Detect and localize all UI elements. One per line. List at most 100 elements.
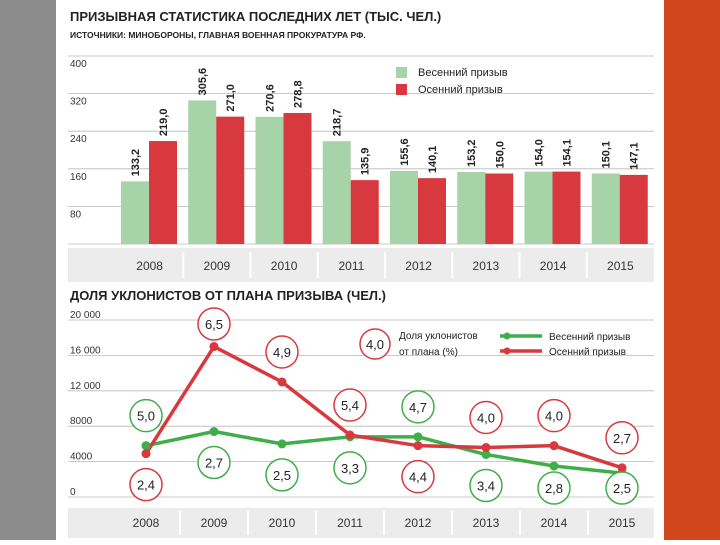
legend-swatch-spring (396, 67, 407, 78)
share-circle-autumn (129, 467, 163, 502)
bar-label-autumn: 135,9 (360, 148, 372, 176)
point-spring (549, 461, 559, 471)
point-spring (209, 427, 219, 437)
bar-spring (457, 171, 486, 244)
bar-x-tick-label: 2013 (473, 259, 500, 273)
bar-x-tick-label: 2010 (271, 259, 298, 273)
bar-y-tick-label: 320 (70, 97, 87, 108)
line-y-tick-label: 0 (70, 487, 76, 498)
bar-y-tick-label: 80 (70, 209, 82, 220)
bar-spring (524, 171, 553, 244)
legend-share-value: 4,0 (366, 337, 384, 352)
share-label-autumn: 4,0 (545, 409, 563, 424)
line-x-tick-label: 2015 (609, 516, 636, 530)
legend-label-autumn-line: Осенний призыв (549, 347, 626, 358)
share-circle-autumn (265, 335, 299, 369)
legend-share-circle (359, 328, 391, 360)
share-label-spring: 3,4 (477, 479, 495, 494)
share-circle-spring (333, 451, 367, 485)
bar-x-axis-band (68, 248, 654, 282)
bar-autumn (149, 141, 177, 244)
bar-x-tick-label: 2011 (338, 259, 364, 273)
bar-label-spring: 154,0 (534, 139, 546, 167)
right-decor-bar (664, 0, 720, 540)
bar-label-autumn: 147,1 (629, 142, 641, 170)
share-label-autumn: 2,7 (613, 431, 631, 446)
bar-spring (121, 181, 149, 244)
line-spring (145, 429, 623, 475)
share-label-autumn: 4,0 (477, 410, 495, 425)
bar-autumn (485, 173, 514, 244)
share-circle-spring (537, 471, 571, 505)
bar-y-tick-label: 240 (70, 134, 87, 145)
infographic: ПРИЗЫВНАЯ СТАТИСТИКА ПОСЛЕДНИХ ЛЕТ (ТЫС.… (56, 0, 664, 540)
point-spring (481, 450, 491, 460)
point-autumn (277, 377, 287, 387)
line-x-tick-label: 2009 (201, 516, 228, 530)
bar-label-autumn: 154,1 (562, 139, 574, 167)
legend-share-line2: от плана (%) (399, 347, 458, 358)
share-label-autumn: 6,5 (205, 317, 223, 332)
line-y-tick-label: 8000 (70, 416, 93, 427)
bar-autumn (619, 174, 648, 244)
line-chart-y-axis: 20 000 16 000 12 000 8000 4000 0 (70, 310, 101, 498)
share-circle-spring (129, 398, 163, 433)
legend-label-autumn: Осенний призыв (418, 84, 503, 96)
share-label-spring: 5,0 (137, 409, 155, 424)
line-autumn (144, 344, 623, 470)
point-autumn (481, 442, 491, 452)
bar-label-autumn: 219,0 (158, 109, 170, 137)
share-circle-spring (197, 445, 231, 480)
line-y-tick-label: 4000 (70, 452, 93, 463)
bar-chart-title: ПРИЗЫВНАЯ СТАТИСТИКА ПОСЛЕДНИХ ЛЕТ (ТЫС.… (70, 9, 441, 24)
share-circle-spring (469, 468, 503, 503)
left-decor-bar (0, 0, 56, 540)
bar-label-autumn: 271,0 (225, 84, 237, 112)
bar-spring (322, 141, 351, 244)
share-circle-autumn (469, 400, 503, 435)
legend-label-spring: Весенний призыв (418, 67, 508, 79)
line-x-tick-label: 2008 (133, 516, 160, 530)
bar-chart-x-axis: 2008 2009 2010 2011 2012 2013 2014 2015 (68, 248, 654, 282)
bar-x-tick-label: 2015 (607, 259, 634, 273)
line-x-tick-label: 2013 (473, 516, 500, 530)
point-autumn (413, 441, 423, 451)
share-circle-autumn (537, 398, 571, 433)
line-x-tick-label: 2011 (337, 516, 363, 530)
line-chart-legend: 4,0 Доля уклонистов от плана (%) Весенни… (359, 328, 630, 360)
legend-label-spring-line: Весенний призыв (549, 332, 630, 343)
share-label-autumn: 4,9 (273, 345, 291, 360)
line-y-tick-label: 12 000 (70, 381, 101, 392)
share-circle-autumn (333, 388, 367, 422)
bar-x-tick-label: 2008 (136, 259, 163, 273)
bar-label-spring: 150,1 (601, 141, 613, 169)
bar-y-tick-label: 400 (70, 59, 87, 70)
share-label-spring: 2,8 (545, 481, 563, 496)
share-circle-spring (265, 458, 299, 492)
share-circle-spring (605, 471, 639, 505)
line-chart-x-axis: 2008 2009 2010 2011 2012 2013 2014 2015 (68, 508, 654, 538)
share-label-spring: 4,7 (409, 400, 427, 415)
bar-label-spring: 153,2 (466, 139, 478, 167)
bar-autumn (552, 171, 581, 244)
bar-label-autumn: 140,1 (427, 146, 439, 174)
line-chart-lines: 5,0 2,4 6,5 2,7 4,9 2,5 5,4 3,3 4,7 4,4 4,0 3,4 4,0 2… (129, 307, 639, 505)
bar-x-tick-label: 2012 (405, 259, 432, 273)
legend-dot-autumn (503, 347, 511, 355)
share-label-autumn: 2,4 (137, 478, 155, 493)
line-y-tick-label: 20 000 (70, 310, 101, 321)
point-autumn (549, 441, 559, 451)
share-label-spring: 2,5 (613, 481, 631, 496)
bar-label-spring: 218,7 (332, 109, 344, 137)
point-autumn (141, 449, 151, 459)
bar-spring (591, 173, 620, 244)
line-x-axis-band (68, 508, 654, 538)
line-y-tick-label: 16 000 (70, 345, 101, 356)
share-circle-autumn (401, 459, 435, 494)
bar-label-autumn: 150,0 (494, 141, 506, 169)
share-circle-autumn (197, 307, 231, 341)
bar-label-spring: 305,6 (197, 68, 209, 96)
bar-label-spring: 270,6 (265, 84, 277, 112)
bar-autumn (216, 116, 245, 244)
share-label-spring: 2,7 (205, 456, 223, 471)
